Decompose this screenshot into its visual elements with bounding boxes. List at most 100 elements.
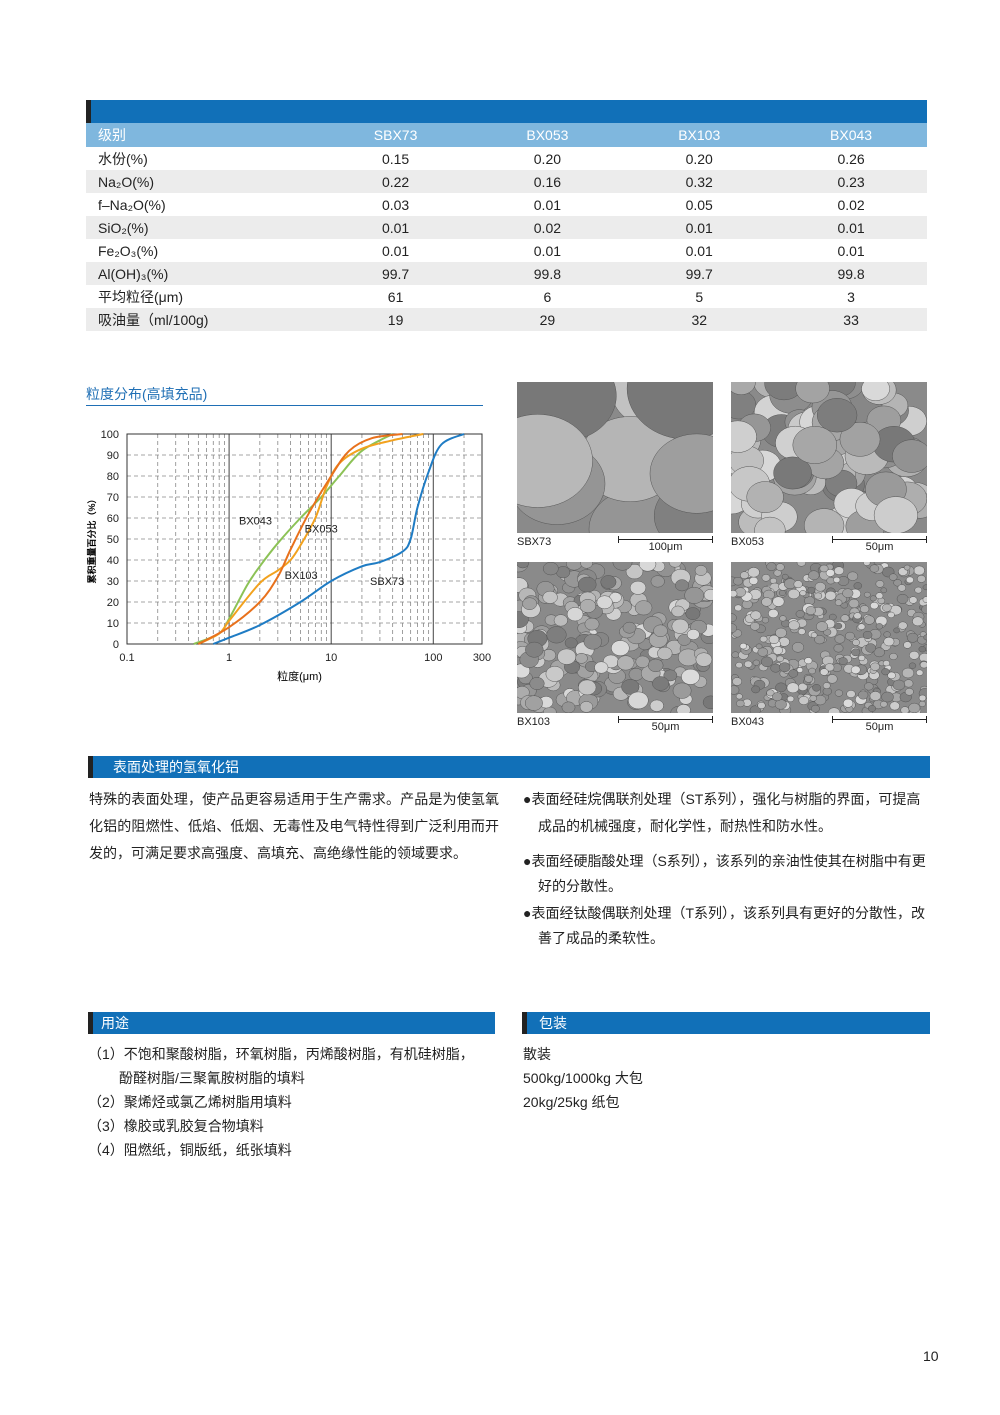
list-item: 500kg/1000kg 大包 xyxy=(523,1070,643,1086)
column-header: BX053 xyxy=(471,123,624,147)
x-tick-label: 0.1 xyxy=(119,652,134,664)
plot-frame xyxy=(126,433,483,645)
row-label: SiO₂(%) xyxy=(86,216,320,239)
table-cell: 0.01 xyxy=(775,216,927,239)
table-cell: 0.16 xyxy=(471,170,624,193)
x-tick-label: 300 xyxy=(473,652,491,664)
table-cell: 3 xyxy=(847,288,855,305)
y-tick-label: 90 xyxy=(107,450,119,462)
sem-image xyxy=(731,382,927,533)
table-cell: 0.05 xyxy=(685,196,713,213)
surface-intro: 特殊的表面处理，使产品更容易适用于生产需求。产品是为使氢氧化铝的阻燃性、低焰、低… xyxy=(89,791,499,861)
table-row: Fe₂O₃(%) 0.01 0.01 0.01 0.01 xyxy=(86,239,927,262)
spec-table: 级别 SBX73 BX053 BX103 BX043 水份(%) 0.15 0.20 0.20 0… xyxy=(86,123,927,331)
x-tick-label: 100 xyxy=(424,652,442,664)
table-cell: 0.20 xyxy=(685,150,713,167)
table-cell: 5 xyxy=(695,288,704,305)
table-row: 平均粒径(μm) 61 6 5 3 xyxy=(86,285,927,308)
list-item: （1）不饱和聚酸树脂，环氧树脂，丙烯酸树脂，有机硅树脂， xyxy=(88,1046,474,1062)
table-cell: 32 xyxy=(623,308,776,331)
surface-bullet: ●表面经钛酸偶联剂处理（T系列），该系列具有更好的分散性，改善了成品的柔软性。 xyxy=(523,905,926,946)
table-cell: 0.01 xyxy=(381,242,410,259)
sem-label: SBX73 xyxy=(517,536,552,548)
table-cell: 99.7 xyxy=(319,262,472,285)
page-number: 10 xyxy=(923,1348,939,1364)
series-label: BX043 xyxy=(239,515,272,527)
series-label: BX103 xyxy=(285,570,318,582)
series-line-bx103 xyxy=(197,433,403,645)
row-label: Al(OH)₃(%) xyxy=(86,262,320,285)
row-label: 平均粒径(μm) xyxy=(98,288,184,305)
column-header: SBX73 xyxy=(319,123,472,147)
section-header-packaging: 包装 xyxy=(522,1012,930,1034)
table-row: Al(OH)₃(%) 99.7 99.8 99.7 99.8 xyxy=(86,262,927,285)
row-label: 水份(%) xyxy=(98,150,148,167)
table-cell: 0.15 xyxy=(381,150,410,167)
column-header: BX103 xyxy=(623,123,776,147)
list-item: （3）橡胶或乳胶复合物填料 xyxy=(88,1118,264,1134)
y-tick-label: 80 xyxy=(107,471,119,483)
section-title: 表面处理的氢氧化铝 xyxy=(113,759,239,775)
packaging-list: 散装 500kg/1000kg 大包 20kg/25kg 纸包 xyxy=(523,1042,643,1114)
table-cell: 0.03 xyxy=(381,196,410,213)
table-cell: 0.02 xyxy=(471,216,624,239)
sem-image xyxy=(731,562,927,713)
scale-bar: 50μm xyxy=(832,716,927,733)
y-tick-label: 70 xyxy=(107,492,119,504)
table-cell: 61 xyxy=(387,288,404,305)
x-axis-label: 粒度(μm) xyxy=(277,669,322,683)
y-tick-label: 30 xyxy=(107,576,119,588)
row-label: Fe₂O₃(%) xyxy=(98,242,159,259)
series-label: SBX73 xyxy=(370,576,404,588)
table-cell: 0.01 xyxy=(685,242,713,259)
table-cell: 99.7 xyxy=(623,262,776,285)
scale-bar: 50μm xyxy=(618,716,713,733)
y-tick-label: 40 xyxy=(107,555,119,567)
table-cell: 0.32 xyxy=(623,170,776,193)
list-item: （4）阻燃纸，铜版纸，纸张填料 xyxy=(88,1142,292,1158)
table-row: Na₂O(%) 0.22 0.16 0.32 0.23 xyxy=(86,170,927,193)
table-cell: 0.01 xyxy=(623,216,776,239)
section-title: 包装 xyxy=(539,1015,567,1031)
scale-bar: 100μm xyxy=(618,536,713,553)
y-tick-label: 50 xyxy=(107,534,119,546)
table-cell: 0.26 xyxy=(837,150,865,167)
y-tick-label: 20 xyxy=(107,597,119,609)
list-item: 散装 xyxy=(523,1046,551,1062)
uses-list: （1）不饱和聚酸树脂，环氧树脂，丙烯酸树脂，有机硅树脂， 酚醛树脂/三聚氰胺树脂… xyxy=(88,1042,474,1162)
list-item: （2）聚烯烃或氯乙烯树脂用填料 xyxy=(88,1094,292,1110)
table-header-row: 级别 SBX73 BX053 BX103 BX043 xyxy=(86,123,927,147)
table-cell: 0.20 xyxy=(533,150,562,167)
table-row: SiO₂(%) 0.01 0.02 0.01 0.01 xyxy=(86,216,927,239)
particle-size-chart: 0 10 20 30 40 50 60 70 80 90 100 0.1 1 10 100 300 粒度(μm)… xyxy=(86,429,491,683)
series-line-bx053 xyxy=(197,433,424,645)
table-cell: 0.23 xyxy=(775,170,927,193)
table-cell: 29 xyxy=(471,308,624,331)
list-item: 酚醛树脂/三聚氰胺树脂的填料 xyxy=(119,1070,305,1086)
table-cell: 0.22 xyxy=(319,170,472,193)
table-row: 吸油量（ml/100g) 19 29 32 33 xyxy=(86,308,927,331)
table-cell: 33 xyxy=(775,308,927,331)
table-cell: 19 xyxy=(319,308,472,331)
chart-title-rule xyxy=(86,405,483,406)
series-line-bx043 xyxy=(193,433,394,645)
table-cell: 0.02 xyxy=(837,196,865,213)
list-item: 20kg/25kg 纸包 xyxy=(523,1094,620,1110)
table-cell: 6 xyxy=(543,288,552,305)
row-label: 吸油量（ml/100g) xyxy=(86,308,320,331)
table-cell: 0.01 xyxy=(533,196,562,213)
series-line-sbx73 xyxy=(212,433,465,645)
table-row: f–Na₂O(%) 0.03 0.01 0.05 0.02 xyxy=(86,193,927,216)
y-tick-label: 10 xyxy=(107,618,119,630)
table-top-bar xyxy=(86,100,927,123)
chart-title: 粒度分布(高填充品) xyxy=(86,386,208,402)
series-label: BX053 xyxy=(305,524,338,536)
section-header-uses: 用途 xyxy=(88,1012,495,1034)
sem-label: BX103 xyxy=(517,716,551,728)
sem-image xyxy=(517,562,713,713)
table-cell: 0.01 xyxy=(533,242,562,259)
section-header-surface: 表面处理的氢氧化铝 xyxy=(88,756,930,778)
x-tick-label: 10 xyxy=(325,652,337,664)
table-cell: 0.01 xyxy=(837,242,865,259)
